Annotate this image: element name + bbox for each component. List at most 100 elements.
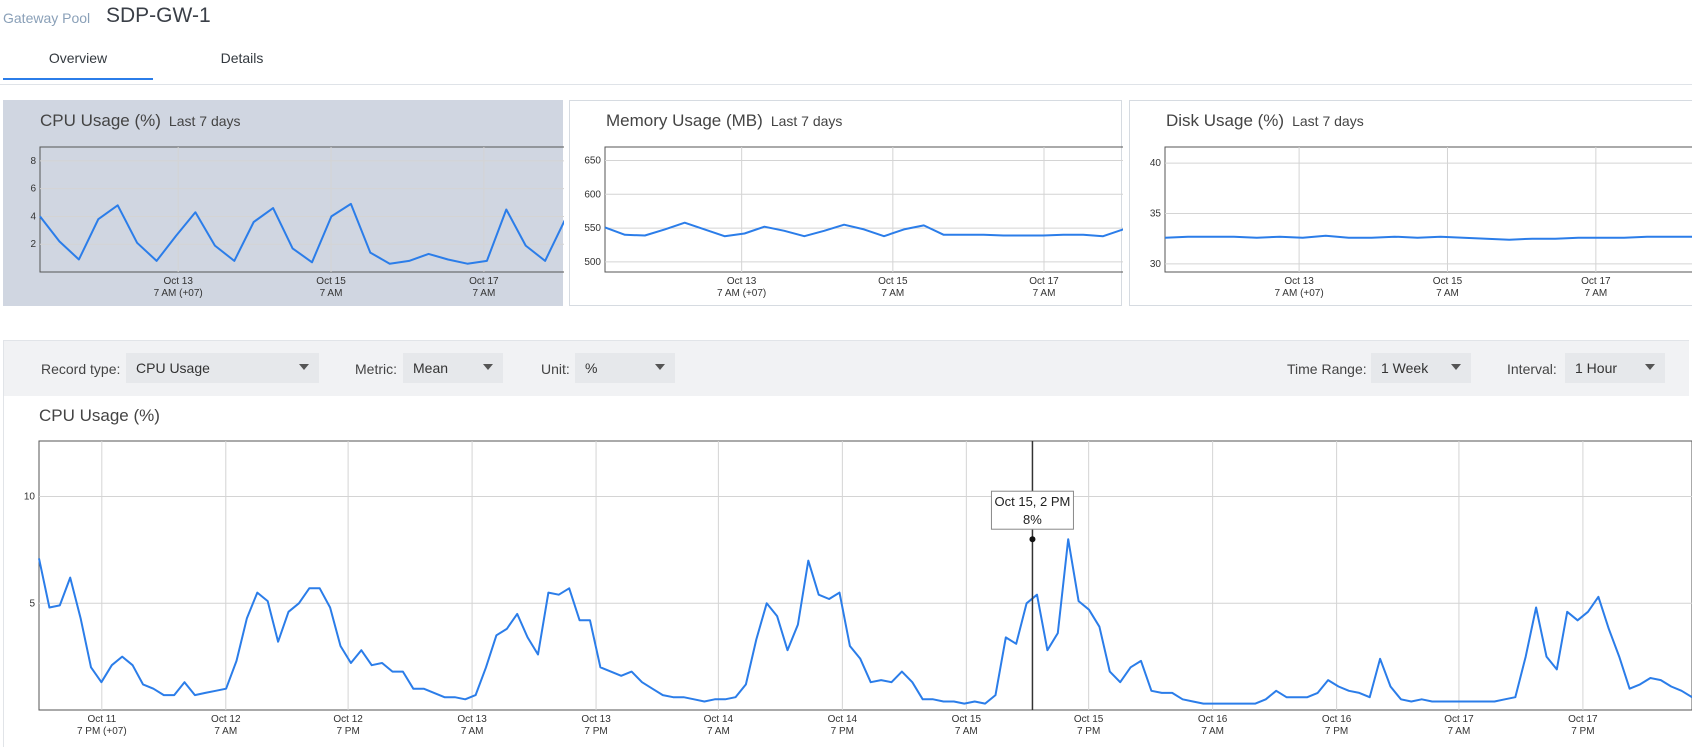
plot-frame [604, 146, 1123, 273]
series-line [1164, 234, 1692, 241]
chevron-down-icon [1451, 364, 1461, 370]
memory-card-title: Memory Usage (MB) Last 7 days [606, 111, 843, 130]
disk-usage-card[interactable]: Disk Usage (%) Last 7 days 30 35 40 Oct 13 7 … [1129, 100, 1692, 306]
x-tick-label: 7 PM [1571, 726, 1594, 737]
x-tick-label: 7 AM (+07) [1275, 288, 1324, 299]
x-tick-label: Oct 15 [952, 714, 982, 725]
record-type-label: Record type: [41, 361, 121, 377]
x-tick-label: 7 AM [1448, 726, 1471, 737]
tooltip-date: Oct 15, 2 PM [995, 494, 1071, 509]
interval-label: Interval: [1507, 361, 1557, 377]
tab-details[interactable]: Details [220, 50, 264, 66]
memory-usage-card[interactable]: Memory Usage (MB) Last 7 days 500 550 600 65… [569, 100, 1123, 306]
x-tick-label: 7 AM [707, 726, 730, 737]
chevron-down-icon [1645, 364, 1655, 370]
x-tick-label: 7 AM [1436, 288, 1459, 299]
x-tick-label: 7 AM [214, 726, 237, 737]
tooltip-value: 8% [1023, 512, 1042, 527]
x-tick-label: Oct 17 [1029, 276, 1059, 287]
interval-select[interactable]: 1 Hour [1565, 353, 1665, 383]
cpu-card-title: CPU Usage (%) Last 7 days [40, 111, 241, 130]
time-range-label: Time Range: [1287, 361, 1367, 377]
series-line [38, 538, 1692, 705]
y-tick-label: 8 [30, 156, 36, 167]
page-title: SDP-GW-1 [106, 4, 211, 27]
x-tick-label: Oct 17 [1581, 276, 1611, 287]
y-tick-label: 30 [1150, 259, 1162, 270]
x-tick-label: 7 AM [881, 288, 904, 299]
y-tick-label: 10 [24, 492, 36, 503]
x-tick-label: 7 AM [461, 726, 484, 737]
x-tick-label: Oct 16 [1198, 714, 1228, 725]
breadcrumb-gateway-pool[interactable]: Gateway Pool [3, 10, 91, 26]
metric-select[interactable]: Mean [403, 353, 503, 383]
x-tick-label: Oct 13 [457, 714, 487, 725]
x-tick-label: 7 PM (+07) [77, 726, 127, 737]
x-tick-label: 7 AM (+07) [154, 288, 203, 299]
chevron-down-icon [483, 364, 493, 370]
x-tick-label: Oct 13 [1284, 276, 1314, 287]
series-line [604, 221, 1123, 238]
x-tick-label: Oct 16 [1322, 714, 1352, 725]
record-type-select[interactable]: CPU Usage [126, 353, 319, 383]
metric-label: Metric: [355, 361, 397, 377]
series-line [39, 202, 564, 265]
y-tick-label: 4 [30, 211, 36, 222]
x-tick-label: Oct 17 [1568, 714, 1598, 725]
tooltip-box [990, 490, 1074, 530]
x-tick-label: Oct 13 [581, 714, 611, 725]
y-tick-label: 40 [1150, 158, 1162, 169]
x-tick-label: Oct 14 [704, 714, 734, 725]
x-tick-label: 7 AM [1201, 726, 1224, 737]
x-tick-label: 7 PM [1077, 726, 1100, 737]
chevron-down-icon [299, 364, 309, 370]
x-tick-label: 7 AM [1584, 288, 1607, 299]
detail-panel: Record type: CPU Usage Metric: Mean Unit… [3, 340, 1689, 747]
x-tick-label: Oct 14 [828, 714, 858, 725]
x-tick-label: 7 PM [584, 726, 607, 737]
x-tick-label: 7 AM [320, 288, 343, 299]
filter-toolbar: Record type: CPU Usage Metric: Mean Unit… [4, 341, 1689, 396]
cpu-usage-card[interactable]: CPU Usage (%) Last 7 days 2 4 6 8 Oct 13 7 AM … [3, 100, 564, 306]
x-tick-label: 7 AM [1033, 288, 1056, 299]
x-tick-label: Oct 12 [333, 714, 363, 725]
y-tick-label: 6 [30, 184, 36, 195]
x-tick-label: Oct 11 [87, 714, 116, 725]
disk-card-title: Disk Usage (%) Last 7 days [1166, 111, 1364, 130]
unit-select[interactable]: % [575, 353, 675, 383]
y-tick-label: 650 [584, 156, 601, 167]
plot-frame [1164, 146, 1692, 273]
x-tick-label: Oct 17 [469, 276, 499, 287]
chevron-down-icon [655, 364, 665, 370]
x-tick-label: Oct 17 [1444, 714, 1474, 725]
tab-overview[interactable]: Overview [3, 50, 153, 80]
y-tick-label: 550 [584, 223, 601, 234]
x-tick-label: Oct 15 [878, 276, 908, 287]
x-tick-label: 7 AM (+07) [717, 288, 766, 299]
x-tick-label: 7 AM [955, 726, 978, 737]
y-tick-label: 5 [29, 598, 35, 609]
y-tick-label: 600 [584, 189, 601, 200]
x-tick-label: Oct 12 [211, 714, 241, 725]
y-tick-label: 2 [30, 239, 36, 250]
time-range-select[interactable]: 1 Week [1371, 353, 1471, 383]
plot-frame [38, 440, 1692, 711]
x-tick-label: 7 AM [473, 288, 496, 299]
y-tick-label: 500 [584, 257, 601, 268]
x-tick-label: 7 PM [1325, 726, 1348, 737]
x-tick-label: Oct 15 [1074, 714, 1104, 725]
y-tick-label: 35 [1150, 209, 1162, 220]
tab-divider [0, 84, 1692, 85]
plot-frame [39, 146, 564, 273]
main-chart-title: CPU Usage (%) [39, 406, 160, 425]
x-tick-label: Oct 13 [727, 276, 757, 287]
x-tick-label: Oct 15 [1433, 276, 1463, 287]
unit-label: Unit: [541, 361, 570, 377]
x-tick-label: Oct 15 [316, 276, 346, 287]
x-tick-label: Oct 13 [163, 276, 193, 287]
x-tick-label: 7 PM [336, 726, 359, 737]
